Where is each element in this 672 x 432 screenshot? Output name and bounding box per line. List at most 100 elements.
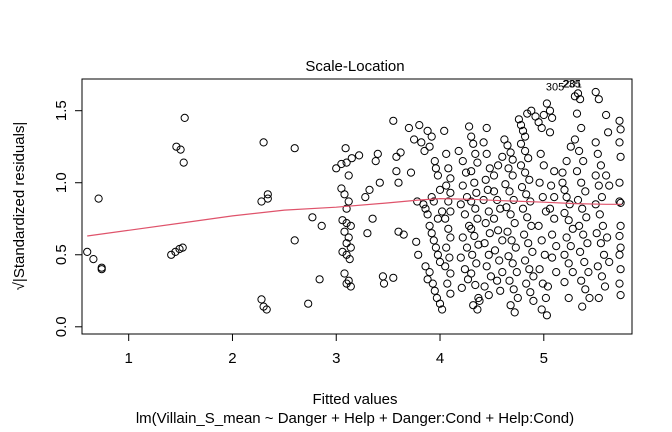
data-point: [529, 296, 538, 305]
data-point: [560, 185, 569, 194]
data-point: [444, 224, 453, 233]
data-point: [423, 126, 432, 135]
data-point: [550, 193, 559, 202]
data-point: [482, 149, 491, 158]
data-point: [578, 204, 587, 213]
data-point: [290, 236, 299, 245]
data-point: [462, 243, 472, 252]
data-point: [508, 259, 517, 268]
data-point: [427, 229, 436, 238]
data-point: [263, 190, 272, 199]
data-point: [368, 214, 377, 223]
data-point: [471, 149, 480, 158]
data-point: [550, 214, 559, 223]
y-tick-label: 1.0: [53, 172, 70, 193]
data-point: [522, 279, 531, 288]
data-point: [597, 272, 607, 281]
data-point: [467, 197, 476, 206]
data-point: [523, 109, 532, 118]
data-point: [521, 146, 530, 156]
data-point: [576, 95, 585, 104]
data-point: [444, 164, 453, 173]
data-point: [97, 263, 106, 272]
data-point: [591, 87, 600, 97]
data-point: [552, 242, 561, 251]
data-point: [490, 246, 500, 255]
data-point: [615, 138, 624, 147]
data-point: [540, 250, 549, 259]
data-point: [524, 239, 533, 248]
data-point: [564, 259, 573, 268]
data-point: [442, 243, 451, 252]
data-point: [396, 148, 405, 157]
data-point: [579, 157, 588, 166]
data-point: [573, 195, 583, 205]
data-point: [406, 168, 416, 177]
data-point: [462, 193, 472, 202]
data-point: [414, 250, 423, 259]
data-point: [558, 178, 567, 187]
data-point: [342, 219, 351, 228]
data-point: [412, 237, 421, 246]
data-point: [600, 282, 610, 291]
data-point: [467, 167, 476, 176]
data-point: [446, 233, 455, 242]
data-point: [508, 155, 517, 164]
data-point: [583, 239, 592, 248]
data-point: [537, 236, 546, 245]
data-point: [575, 146, 584, 156]
data-point: [180, 113, 189, 123]
data-point: [616, 221, 625, 230]
data-point: [472, 188, 481, 197]
data-point: [581, 285, 590, 294]
data-point: [593, 149, 602, 158]
data-point: [480, 282, 489, 291]
data-point: [467, 224, 476, 233]
data-point: [527, 221, 536, 230]
data-point: [315, 275, 324, 284]
data-point: [431, 164, 440, 173]
data-point: [582, 213, 591, 222]
data-point: [520, 230, 529, 239]
data-point: [480, 239, 489, 248]
data-point: [518, 126, 528, 135]
data-point: [482, 123, 491, 133]
data-point: [510, 219, 519, 228]
point-label: 201: [564, 79, 582, 91]
data-point: [505, 276, 514, 285]
data-point: [560, 250, 569, 259]
data-point: [615, 231, 624, 241]
data-point: [494, 161, 503, 170]
data-point: [506, 148, 515, 157]
data-point: [594, 95, 603, 104]
data-point: [538, 193, 547, 202]
data-point: [471, 204, 480, 213]
data-point: [558, 168, 567, 177]
data-point: [573, 89, 583, 98]
data-point: [602, 171, 611, 180]
data-point: [460, 265, 469, 274]
data-point: [423, 275, 432, 284]
data-point: [340, 269, 349, 278]
data-point: [511, 243, 520, 252]
data-point: [404, 123, 413, 133]
data-point: [496, 286, 505, 295]
data-point: [446, 289, 455, 298]
data-point: [550, 167, 559, 176]
data-point: [344, 171, 353, 180]
data-point: [345, 255, 354, 264]
data-point: [615, 279, 624, 288]
data-point: [471, 280, 480, 290]
data-point: [592, 229, 601, 238]
data-point: [518, 204, 528, 213]
data-point: [512, 268, 521, 277]
data-point: [503, 141, 512, 150]
data-point: [379, 279, 389, 288]
data-point: [535, 178, 544, 187]
data-point: [508, 171, 517, 180]
y-axis-label: √|Standardized residuals|: [11, 122, 28, 291]
data-point: [438, 305, 447, 314]
smooth-trend-line: [87, 197, 622, 237]
data-point: [516, 121, 526, 130]
